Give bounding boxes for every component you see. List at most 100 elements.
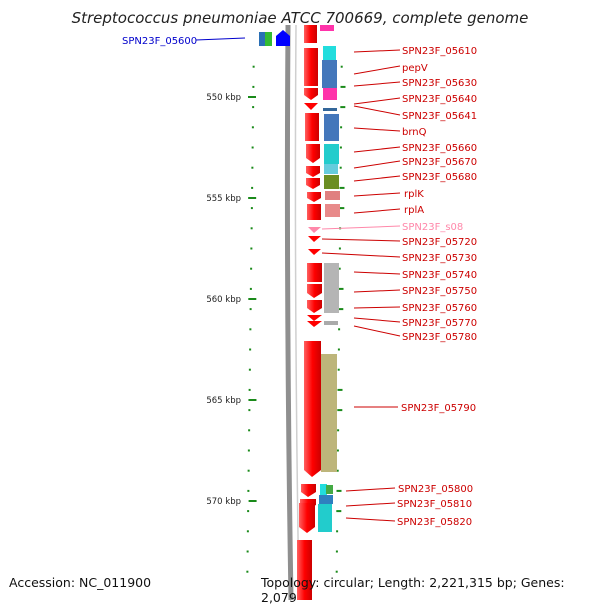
minor-tick <box>247 510 250 513</box>
gene-arrow-05800[interactable] <box>301 484 316 497</box>
gene-arrow-05820[interactable] <box>299 503 315 533</box>
minor-tick <box>246 570 249 573</box>
gene-arrow-top[interactable] <box>304 25 317 43</box>
feature-label-pepv[interactable]: pepV <box>402 63 428 74</box>
gene-arrow-s08[interactable] <box>308 227 321 233</box>
minor-tick <box>250 247 253 250</box>
gene-arrow-05720[interactable] <box>308 236 321 242</box>
gene-arrow-05660[interactable] <box>306 144 320 163</box>
right-minor-tick <box>335 570 338 573</box>
feature-label-05760[interactable]: SPN23F_05760 <box>402 303 477 314</box>
genome-backbone-inner <box>294 24 300 600</box>
major-tick-label-555: 555 kbp <box>206 194 241 204</box>
right-minor-tick <box>335 550 338 553</box>
genome-summary-text: Topology: circular; Length: 2,221,315 bp… <box>261 575 565 605</box>
genome-title: Streptococcus pneumoniae ATCC 700669, co… <box>71 9 529 27</box>
right-minor-tick <box>338 328 341 331</box>
minor-tick <box>248 388 251 391</box>
minor-tick <box>251 166 254 169</box>
feature-label-05730[interactable]: SPN23F_05730 <box>402 253 477 264</box>
feature-label-rpla[interactable]: rplA <box>404 205 424 216</box>
minor-tick <box>248 368 251 371</box>
feature-label-rplk[interactable]: rplK <box>404 189 424 200</box>
feature-label-05600[interactable]: SPN23F_05600 <box>122 36 197 47</box>
gene-arrow-rplk[interactable] <box>307 192 321 202</box>
right-minor-tick <box>337 348 340 351</box>
gene-arrow-rpla[interactable] <box>307 204 321 220</box>
gene-arrow-05790[interactable] <box>304 341 321 477</box>
feature-label-05610[interactable]: SPN23F_05610 <box>402 46 477 57</box>
minor-tick <box>249 308 252 311</box>
right-minor-tick <box>340 65 343 68</box>
gene-glyph-05600[interactable] <box>259 30 290 46</box>
right-minor-tick <box>340 126 343 129</box>
feature-label-05670[interactable]: SPN23F_05670 <box>402 157 477 168</box>
right-minor-tick <box>338 287 344 290</box>
gene-arrow-brnq[interactable] <box>305 113 319 141</box>
feature-label-05680[interactable]: SPN23F_05680 <box>402 172 477 183</box>
major-tick-555 <box>248 197 257 199</box>
gene-arrow-05670[interactable] <box>306 166 320 177</box>
feature-label-05820[interactable]: SPN23F_05820 <box>397 517 472 528</box>
feature-label-05770[interactable]: SPN23F_05770 <box>402 318 477 329</box>
right-minor-tick <box>338 247 341 250</box>
major-tick-565 <box>248 399 257 401</box>
minor-tick <box>248 429 251 432</box>
right-minor-tick <box>338 308 344 311</box>
gene-arrow-bottom[interactable] <box>297 540 312 600</box>
gene-arrow-05630[interactable] <box>304 88 318 100</box>
minor-tick <box>248 409 251 412</box>
minor-tick <box>250 227 253 230</box>
feature-label-05660[interactable]: SPN23F_05660 <box>402 143 477 154</box>
gene-arrow-05730[interactable] <box>308 249 321 255</box>
gene-arrow-05760[interactable] <box>307 300 322 313</box>
right-minor-tick <box>339 186 345 189</box>
right-minor-tick <box>339 207 345 210</box>
forward-strand-genes <box>297 25 322 600</box>
right-minor-tick <box>337 388 343 391</box>
major-tick-label-565: 565 kbp <box>206 396 241 406</box>
right-minor-tick <box>340 106 346 109</box>
gene-arrow-05770[interactable] <box>307 315 322 321</box>
accession-text: Accession: NC_011900 <box>9 575 152 590</box>
right-minor-tick <box>337 368 340 371</box>
right-minor-tick <box>336 469 339 472</box>
feature-label-s08[interactable]: SPN23F_s08 <box>402 222 463 233</box>
right-minor-tick <box>339 146 342 149</box>
right-minor-tick <box>339 166 342 169</box>
minor-tick <box>247 489 250 492</box>
scale-major-ticks: 550 kbp 555 kbp 560 kbp 565 kbp 570 kbp <box>206 93 257 507</box>
feature-label-05800[interactable]: SPN23F_05800 <box>398 484 473 495</box>
gene-arrow-05680[interactable] <box>306 178 320 189</box>
feature-label-05641[interactable]: SPN23F_05641 <box>402 111 477 122</box>
feature-label-05640[interactable]: SPN23F_05640 <box>402 94 477 105</box>
gene-arrow-05640[interactable] <box>304 103 318 110</box>
minor-tick <box>246 530 249 533</box>
right-minor-tick <box>340 85 346 88</box>
minor-tick <box>250 207 253 210</box>
gene-arrow-pepv[interactable] <box>304 48 318 86</box>
feature-label-05740[interactable]: SPN23F_05740 <box>402 270 477 281</box>
major-tick-label-560: 560 kbp <box>206 295 241 305</box>
feature-label-05750[interactable]: SPN23F_05750 <box>402 286 477 297</box>
feature-labels: SPN23F_05600 SPN23F_05610 pepV SPN23F_05… <box>122 36 477 528</box>
right-minor-tick <box>336 449 339 452</box>
gene-arrow-05750[interactable] <box>307 284 322 298</box>
gene-arrow-05740[interactable] <box>307 263 322 282</box>
feature-label-05790[interactable]: SPN23F_05790 <box>401 403 476 414</box>
minor-tick <box>252 65 255 68</box>
minor-tick <box>252 106 255 109</box>
gene-arrow-05780[interactable] <box>307 321 322 327</box>
feature-label-05720[interactable]: SPN23F_05720 <box>402 237 477 248</box>
feature-label-05780[interactable]: SPN23F_05780 <box>402 332 477 343</box>
major-tick-560 <box>248 298 257 300</box>
right-minor-tick <box>336 489 342 492</box>
minor-tick <box>251 146 254 149</box>
feature-label-05810[interactable]: SPN23F_05810 <box>397 499 472 510</box>
right-minor-ticks <box>335 65 346 573</box>
right-minor-tick <box>336 530 339 533</box>
feature-label-brnq[interactable]: brnQ <box>402 127 427 138</box>
right-minor-tick <box>337 409 343 412</box>
feature-label-05630[interactable]: SPN23F_05630 <box>402 78 477 89</box>
